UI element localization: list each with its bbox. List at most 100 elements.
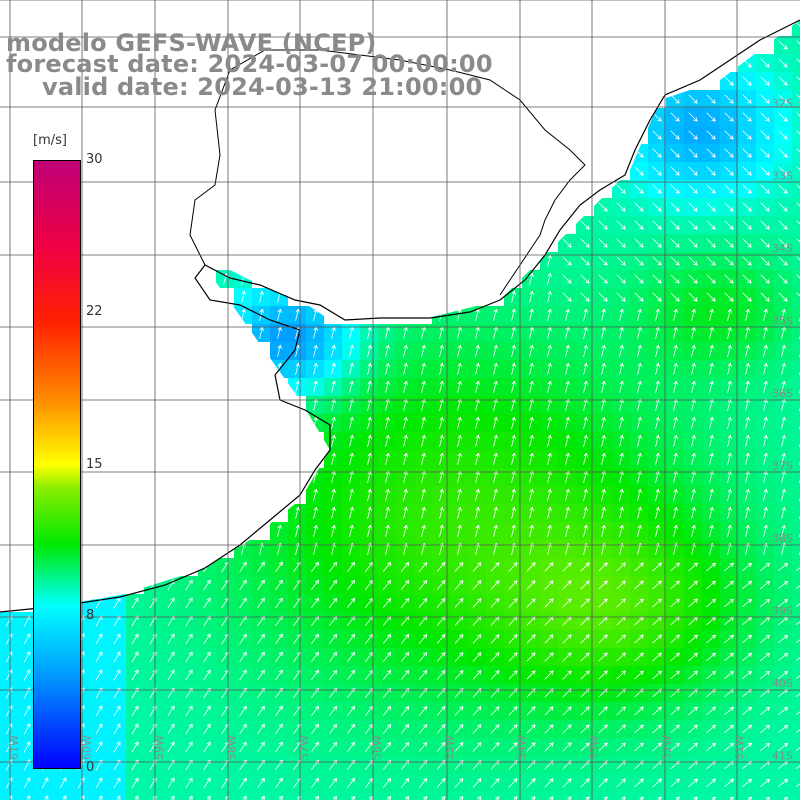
wind-arrow [95,633,103,645]
wind-arrow [565,380,570,393]
wind-arrow [167,651,175,663]
wind-arrow [637,362,642,375]
wind-arrow [583,434,588,447]
wind-arrow [547,380,552,393]
wind-arrow [367,524,372,537]
wind-arrow [349,434,354,447]
wind-arrow [670,274,680,284]
lat-label: 34S [772,242,793,255]
wind-cell [792,648,800,666]
lat-label: 36S [772,387,793,400]
wind-arrow [616,634,626,644]
wind-arrow [670,148,680,158]
wind-cell [792,576,800,594]
wind-cell [792,450,800,468]
wind-arrow [475,308,480,321]
wind-arrow [257,669,265,681]
wind-arrow [331,416,336,429]
wind-arrow [688,130,698,140]
wind-arrow [652,670,662,680]
wind-arrow [796,22,800,27]
wind-arrow [796,238,800,243]
wind-cell [288,792,306,800]
lat-label: 33S [772,170,793,183]
wind-arrow [601,308,606,321]
wind-arrow [167,633,175,645]
wind-arrow [598,238,608,248]
wind-cell [792,216,800,234]
wind-cell [756,792,774,800]
wind-arrow [331,506,336,519]
wind-arrow [508,598,518,608]
wind-arrow [691,434,696,447]
wind-arrow [580,598,590,608]
wind-arrow [688,148,698,158]
wind-arrow [418,652,428,662]
lat-label: 37S [772,460,793,473]
wind-arrow [706,634,716,644]
wind-arrow [691,452,696,465]
wind-arrow [547,344,552,357]
wind-arrow [275,669,283,681]
wind-arrow [760,634,771,644]
wind-arrow [745,434,750,447]
wind-arrow [544,598,554,608]
wind-arrow [295,524,300,537]
wind-arrow [490,652,500,662]
wind-arrow [23,723,31,735]
wind-arrow [385,416,390,429]
wind-arrow [598,274,608,284]
wind-arrow [331,380,336,393]
wind-arrow [781,344,786,357]
wind-arrow [131,705,139,717]
wind-arrow [346,633,356,644]
wind-arrow [598,562,608,572]
wind-arrow [634,562,644,572]
wind-arrow [724,670,734,680]
wind-arrow [331,452,336,465]
wind-arrow [652,130,662,140]
wind-arrow [634,238,644,248]
wind-arrow [688,634,698,644]
wind-arrow [619,362,624,375]
wind-arrow [203,741,211,753]
wind-cell [792,720,800,738]
wind-arrow [583,524,588,537]
wind-arrow [778,94,788,104]
wind-arrow [616,562,626,572]
wind-arrow [329,651,338,663]
wind-arrow [385,362,390,375]
wind-cell [108,792,126,800]
wind-arrow [724,238,734,248]
wind-arrow [544,706,554,716]
wind-arrow [778,220,788,230]
wind-arrow [403,362,408,375]
wind-arrow [781,506,786,519]
wind-arrow [724,634,734,644]
wind-arrow [727,326,732,339]
wind-arrow [706,202,716,212]
wind-arrow [637,326,642,339]
wind-arrow [724,184,734,194]
wind-cell [486,792,504,800]
wind-arrow [796,94,800,99]
wind-arrow [511,524,516,537]
lat-label: 35S [772,315,793,328]
wind-arrow [634,166,644,176]
wind-arrow [673,452,678,465]
wind-arrow [670,112,680,122]
wind-arrow [562,580,572,590]
wind-arrow [493,452,498,465]
wind-arrow [709,524,714,537]
wind-cell [792,468,800,486]
wind-cell [792,252,800,270]
wind-cell [792,288,800,306]
wind-arrow [511,362,516,375]
wind-arrow [745,524,750,537]
wind-arrow [634,274,644,284]
wind-arrow [475,416,480,429]
wind-arrow [619,506,624,519]
wind-arrow [670,652,680,662]
wind-arrow [637,524,642,537]
